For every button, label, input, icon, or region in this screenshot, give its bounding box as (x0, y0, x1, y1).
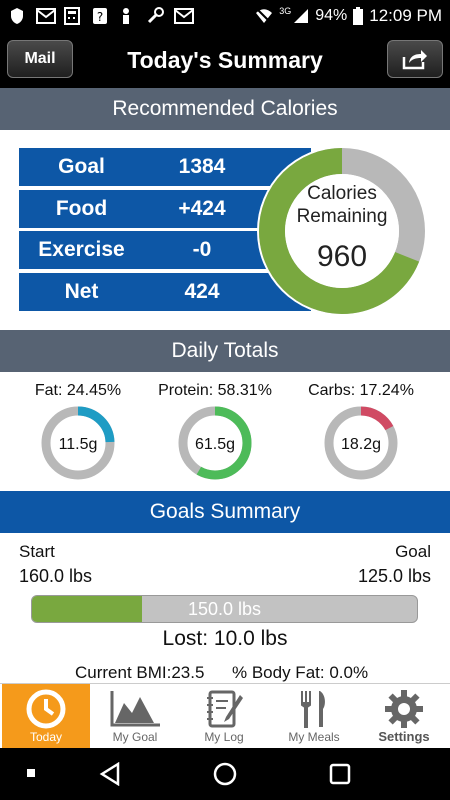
macro-protein: Protein: 58.31% 61.5g (145, 380, 285, 482)
recommended-calories-header: Recommended Calories (0, 88, 450, 130)
bottom-tab-bar: Today My Goal My Log My Meals Settings (0, 683, 450, 748)
calorie-row-label: Goal (58, 155, 105, 178)
macro-value: 18.2g (341, 436, 381, 453)
tab-label: My Goal (112, 730, 158, 744)
shield-icon (11, 8, 23, 24)
macro-fat: Fat: 24.45% 11.5g (8, 380, 148, 482)
daily-totals-header: Daily Totals (0, 330, 450, 372)
macro-ring: 61.5g (178, 406, 252, 480)
calories-remaining-value: 960 (316, 240, 368, 273)
macro-ring: 18.2g (324, 406, 398, 480)
weight-lost: Lost: 10.0 lbs (162, 627, 288, 650)
calories-remaining-ring (257, 146, 427, 316)
macro-title: Fat: 24.45% (34, 382, 122, 399)
wifi-off-icon (256, 8, 273, 24)
mail-icon (36, 8, 56, 24)
calculator-icon (64, 7, 80, 25)
share-icon (402, 50, 427, 70)
clock-icon (26, 689, 66, 729)
battery-icon (353, 7, 364, 25)
goals-summary-header: Goals Summary (0, 491, 450, 533)
current-bmi: Current BMI:23.5 (75, 663, 205, 682)
calorie-row-value: +424 (178, 197, 226, 220)
current-weight: 150.0 lbs (187, 599, 262, 619)
goal-weight: 125.0 lbs (357, 566, 431, 586)
signal-icon (294, 9, 309, 23)
status-bar: ? 3G 94% 12:09 PM (0, 0, 450, 32)
notebook-icon (207, 690, 243, 728)
tab-label: Today (29, 730, 63, 744)
tab-my-log[interactable]: My Log (180, 684, 268, 748)
recents-icon[interactable] (329, 763, 351, 785)
macro-title: Protein: 58.31% (158, 382, 272, 399)
weight-progress-fill (32, 596, 143, 622)
start-label: Start (19, 542, 55, 561)
macro-carbs: Carbs: 17.24% 18.2g (291, 380, 431, 482)
calorie-row-label: Food (55, 197, 108, 220)
tab-today[interactable]: Today (2, 684, 90, 748)
mail-button[interactable]: Mail (7, 40, 73, 78)
tab-my-meals[interactable]: My Meals (270, 684, 358, 748)
dot-icon[interactable] (26, 768, 36, 778)
gear-icon (385, 690, 423, 728)
calories-remaining-arc (259, 148, 425, 314)
tab-label: My Meals (288, 730, 340, 744)
clock-time: 12:09 PM (369, 6, 442, 25)
fork-knife-icon (301, 691, 325, 728)
tab-my-goal[interactable]: My Goal (91, 684, 179, 748)
network-type: 3G (279, 6, 292, 16)
help-icon: ? (93, 8, 107, 24)
calories-label-line1: Calories (307, 183, 377, 204)
macro-arc (324, 406, 398, 480)
calorie-row-label: Net (64, 280, 99, 303)
wrench-icon (147, 7, 164, 24)
start-weight: 160.0 lbs (19, 566, 93, 586)
calorie-row-value: -0 (192, 238, 212, 261)
app-header: Mail Today's Summary (0, 32, 450, 88)
macro-arc (178, 406, 252, 480)
goal-label: Goal (395, 542, 431, 561)
system-nav-bar (0, 748, 450, 800)
back-icon[interactable] (99, 762, 121, 786)
battery-percent: 94% (315, 7, 348, 24)
weight-progress-bar: 150.0 lbs (31, 595, 418, 623)
macro-arc (41, 406, 115, 480)
calorie-row-value: 424 (184, 280, 220, 303)
svg-text:?: ? (97, 10, 103, 24)
calorie-row-net: Net 424 (19, 273, 311, 311)
macro-ring: 11.5g (41, 406, 115, 480)
chart-icon (110, 691, 160, 727)
macro-title: Carbs: 17.24% (308, 382, 414, 399)
tab-label: My Log (204, 730, 244, 744)
macro-value: 61.5g (195, 436, 235, 453)
home-icon[interactable] (213, 762, 237, 786)
person-icon (123, 8, 129, 24)
macro-value: 11.5g (59, 436, 98, 453)
calorie-row-value: 1384 (178, 155, 226, 178)
calorie-row-label: Exercise (38, 238, 125, 261)
calorie-row-goal: Goal 1384 (19, 148, 311, 186)
share-button[interactable] (387, 40, 443, 78)
calories-label-line2: Remaining (296, 206, 388, 227)
page-title: Today's Summary (127, 47, 323, 73)
tab-label: Settings (378, 729, 430, 744)
body-fat: % Body Fat: 0.0% (232, 663, 369, 682)
tab-settings[interactable]: Settings (360, 684, 448, 748)
mail-icon-2 (174, 8, 194, 24)
